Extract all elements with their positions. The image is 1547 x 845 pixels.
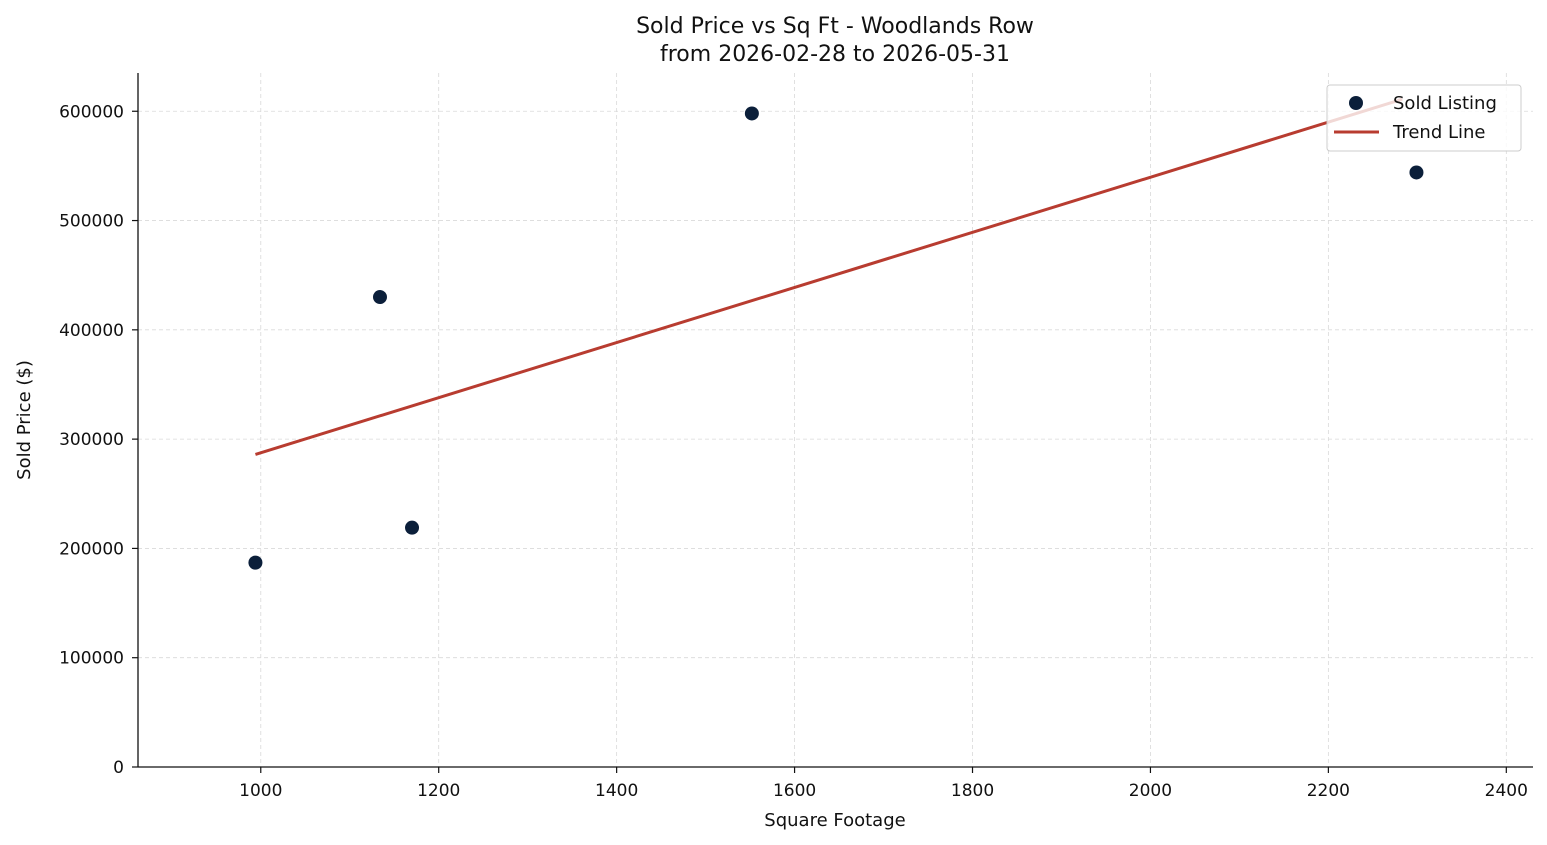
x-tick-label: 1200 xyxy=(417,781,460,801)
legend-label-sold-listing: Sold Listing xyxy=(1393,93,1497,114)
points-layer xyxy=(248,106,1424,570)
data-point xyxy=(405,520,420,535)
y-tick-label: 600000 xyxy=(59,102,124,122)
x-axis-label: Square Footage xyxy=(764,810,905,831)
y-tick-label: 200000 xyxy=(59,539,124,559)
axes xyxy=(137,73,1533,768)
x-tick-label: 2400 xyxy=(1485,781,1528,801)
x-tick-label: 2200 xyxy=(1307,781,1350,801)
grid xyxy=(138,73,1533,767)
legend-box xyxy=(1326,84,1522,152)
y-tick-label: 300000 xyxy=(59,430,124,450)
data-point xyxy=(248,555,263,570)
legend-marker-sold-listing xyxy=(1349,96,1363,110)
y-tick-label: 0 xyxy=(113,758,124,778)
chart-subtitle: from 2026-02-28 to 2026-05-31 xyxy=(660,42,1010,67)
x-tick-label: 1800 xyxy=(951,781,994,801)
x-tick-label: 1600 xyxy=(773,781,816,801)
y-tick-label: 100000 xyxy=(59,649,124,669)
y-tick-label: 500000 xyxy=(59,212,124,232)
data-point xyxy=(372,290,387,305)
x-tick-label: 1400 xyxy=(595,781,638,801)
legend-label-trend-line: Trend Line xyxy=(1392,122,1486,143)
data-point xyxy=(744,106,759,121)
y-tick-label: 400000 xyxy=(59,321,124,341)
trend-line-layer xyxy=(254,97,1403,456)
legend: Sold Listing Trend Line xyxy=(1326,84,1522,152)
x-tick-label: 1000 xyxy=(239,781,282,801)
trend-line xyxy=(254,97,1403,456)
x-tick-label: 2000 xyxy=(1129,781,1172,801)
chart-title: Sold Price vs Sq Ft - Woodlands Row xyxy=(636,14,1034,39)
y-axis-label: Sold Price ($) xyxy=(14,360,35,480)
ticks: 1000 1200 1400 1600 1800 2000 2200 2400 0 100000 2… xyxy=(59,102,1528,801)
data-point xyxy=(1409,165,1424,180)
